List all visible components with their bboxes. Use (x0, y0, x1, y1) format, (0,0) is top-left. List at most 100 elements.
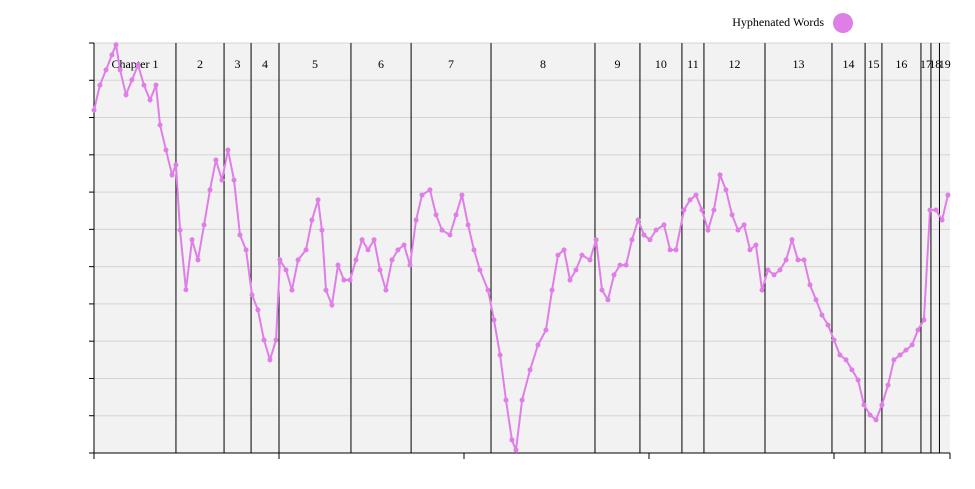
data-point (897, 352, 903, 358)
data-point (801, 257, 807, 263)
data-point (765, 267, 771, 273)
data-point (759, 287, 765, 293)
data-point (795, 257, 801, 263)
data-point (237, 232, 243, 238)
data-point (225, 147, 231, 153)
data-point (419, 192, 425, 198)
data-point (497, 352, 503, 358)
data-point (295, 257, 301, 263)
data-point (729, 212, 735, 218)
chapter-label: Chapter 1 (111, 57, 158, 71)
data-point (447, 232, 453, 238)
data-point (635, 217, 641, 223)
data-point (261, 337, 267, 343)
data-point (329, 302, 335, 308)
data-point (157, 122, 163, 128)
data-point (323, 287, 329, 293)
chapter-label: 2 (197, 57, 203, 71)
data-point (273, 337, 279, 343)
data-point (813, 297, 819, 303)
data-point (579, 252, 585, 258)
chapter-label: 18 (929, 57, 941, 71)
data-point (485, 287, 491, 293)
data-point (383, 287, 389, 293)
data-point (921, 317, 927, 323)
data-point (789, 237, 795, 243)
chapter-label: 19 (939, 57, 951, 71)
data-point (753, 242, 759, 248)
data-point (535, 342, 541, 348)
data-point (843, 357, 849, 363)
data-point (135, 62, 141, 68)
data-point (267, 357, 273, 363)
data-point (109, 52, 115, 58)
data-point (303, 247, 309, 253)
data-point (879, 402, 885, 408)
data-point (903, 347, 909, 353)
chapter-label: 3 (235, 57, 241, 71)
data-point (629, 237, 635, 243)
data-point (641, 232, 647, 238)
data-point (717, 172, 723, 178)
data-point (909, 342, 915, 348)
data-point (283, 267, 289, 273)
data-point (693, 192, 699, 198)
data-point (849, 367, 855, 373)
data-point (177, 227, 183, 233)
data-point (503, 397, 509, 403)
data-point (213, 157, 219, 163)
data-point (593, 237, 599, 243)
data-point (407, 262, 413, 268)
data-point (623, 262, 629, 268)
data-point (113, 42, 119, 48)
data-point (231, 177, 237, 183)
data-point (855, 377, 861, 383)
data-point (771, 272, 777, 278)
data-point (673, 247, 679, 253)
data-point (807, 282, 813, 288)
data-point (169, 172, 175, 178)
data-point (141, 82, 147, 88)
data-point (471, 247, 477, 253)
data-point (513, 447, 519, 453)
data-point (377, 267, 383, 273)
data-point (543, 327, 549, 333)
data-point (831, 337, 837, 343)
data-point (123, 92, 129, 98)
data-point (861, 402, 867, 408)
legend-label: Hyphenated Words (732, 15, 824, 29)
data-point (353, 257, 359, 263)
data-point (711, 207, 717, 213)
data-point (825, 322, 831, 328)
data-point (201, 222, 207, 228)
data-point (147, 97, 153, 103)
data-point (395, 247, 401, 253)
legend-marker (833, 13, 853, 33)
data-point (927, 207, 933, 213)
data-point (153, 82, 159, 88)
data-point (605, 297, 611, 303)
data-point (341, 277, 347, 283)
data-point (509, 437, 515, 443)
chapter-label: 9 (614, 57, 620, 71)
data-point (617, 262, 623, 268)
chapter-label: 11 (687, 57, 699, 71)
data-point (747, 247, 753, 253)
data-point (219, 177, 225, 183)
data-point (837, 352, 843, 358)
data-point (413, 217, 419, 223)
chapter-label: 12 (728, 57, 740, 71)
data-point (661, 222, 667, 228)
data-point (549, 287, 555, 293)
data-point (741, 222, 747, 228)
data-point (465, 222, 471, 228)
data-point (195, 257, 201, 263)
chapter-label: 6 (378, 57, 384, 71)
data-point (867, 412, 873, 418)
data-point (519, 397, 525, 403)
data-point (309, 217, 315, 223)
chapter-label: 8 (540, 57, 546, 71)
data-point (587, 257, 593, 263)
data-point (189, 237, 195, 243)
chapter-label: 10 (655, 57, 667, 71)
